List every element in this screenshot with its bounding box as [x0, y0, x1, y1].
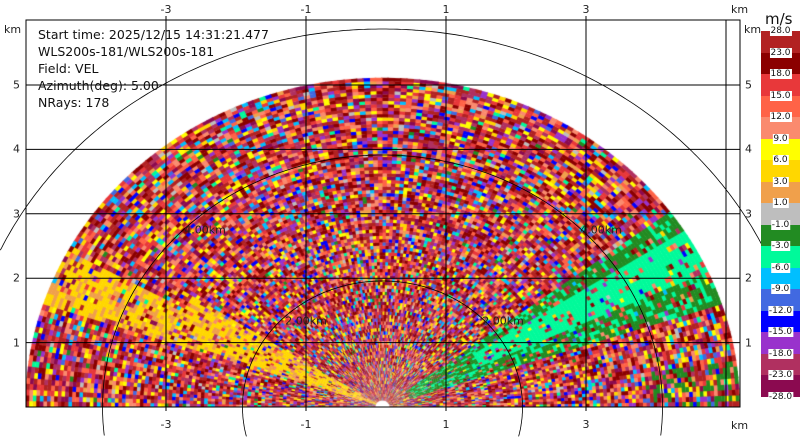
colorbar-band: [761, 375, 800, 398]
x-tick-top: -3: [160, 3, 172, 16]
colorbar-band: [761, 160, 800, 183]
range-ring: [242, 280, 523, 437]
colorbar-title: m/s: [765, 10, 793, 28]
scan-info: Start time: 2025/12/15 14:31:21.477 WLS2…: [38, 26, 269, 111]
colorbar-label: 3.0: [772, 176, 789, 187]
colorbar-band: [761, 138, 800, 161]
y-unit-right: km: [744, 23, 762, 36]
y-tick-left: 2: [13, 271, 20, 285]
colorbar-label: -28.0: [767, 392, 794, 402]
range-ring-label: 4.00km: [184, 223, 226, 237]
range-ring-label: 4.00km: [580, 223, 622, 237]
colorbar-label: -23.0: [767, 370, 794, 381]
colorbar-band: [761, 181, 800, 204]
y-tick-left: 1: [13, 336, 20, 350]
y-unit-left: km: [4, 23, 22, 36]
colorbar-label: -6.0: [770, 262, 791, 273]
colorbar-label: -18.0: [767, 348, 794, 359]
colorbar-band: [761, 289, 800, 312]
colorbar-label: 18.0: [769, 69, 792, 80]
x-tick-bottom: 3: [582, 418, 590, 431]
range-ring-label: 2.00km: [482, 314, 524, 328]
start-time-text: Start time: 2025/12/15 14:31:21.477: [38, 27, 269, 42]
colorbar-label: 9.0: [772, 133, 789, 144]
range-ring: [102, 154, 663, 436]
x-unit-bottom: km: [731, 419, 749, 432]
x-tick-bottom: -3: [160, 418, 172, 431]
y-tick-left: 5: [13, 78, 20, 92]
colorbar-band: [761, 117, 800, 140]
colorbar-label: -12.0: [767, 305, 794, 316]
colorbar-label: -3.0: [770, 241, 791, 252]
colorbar-band: [761, 203, 800, 226]
range-ring-label: 2.00km: [285, 314, 327, 328]
x-tick-top: 3: [582, 3, 590, 16]
colorbar-band: [761, 267, 800, 290]
colorbar-label: 15.0: [769, 90, 792, 101]
colorbar-label: 6.0: [772, 155, 789, 166]
range-ring: [660, 407, 663, 436]
colorbar-band: [761, 246, 800, 269]
colorbar-band: [761, 224, 800, 247]
colorbar-label: -1.0: [770, 219, 791, 230]
x-tick-top: -1: [300, 3, 312, 16]
plot-frame: [25, 19, 741, 408]
field-text: Field: VEL: [38, 61, 99, 76]
y-tick-right: 2: [745, 271, 752, 285]
colorbar-label: -9.0: [770, 284, 791, 295]
colorbar-label: 1.0: [772, 198, 789, 209]
nrays-text: NRays: 178: [38, 95, 110, 110]
range-ring: [518, 407, 523, 437]
instrument-text: WLS200s-181/WLS200s-181: [38, 44, 215, 59]
range-ring: [0, 28, 800, 358]
colorbar-label: -15.0: [767, 327, 794, 338]
y-tick-right: 4: [745, 142, 752, 156]
colorbar-label: 23.0: [769, 47, 792, 58]
colorbar: 28.0 23.0 18.0 15.0 12.0 9.0 6.0 3.0 1.0 -1.0 -3.0…: [761, 26, 800, 402]
x-tick-top: 1: [442, 3, 450, 16]
colorbar-band: [761, 353, 800, 376]
colorbar-band: [761, 95, 800, 118]
y-tick-left: 4: [13, 142, 20, 156]
y-tick-right: 1: [745, 336, 752, 350]
y-tick-right: 3: [745, 207, 752, 221]
colorbar-label: 28.0: [769, 26, 792, 36]
colorbar-band: [761, 310, 800, 333]
colorbar-band: [761, 31, 800, 54]
colorbar-band: [761, 332, 800, 355]
colorbar-band: [761, 74, 800, 97]
colorbar-label: 12.0: [769, 112, 792, 123]
y-tick-right: 5: [745, 78, 752, 92]
x-tick-bottom: -1: [300, 418, 312, 431]
x-tick-bottom: 1: [442, 418, 450, 431]
x-unit-top: km: [731, 3, 749, 16]
colorbar-band: [761, 52, 800, 75]
y-tick-left: 3: [13, 207, 20, 221]
azimuth-text: Azimuth(deg): 5.00: [38, 78, 159, 93]
